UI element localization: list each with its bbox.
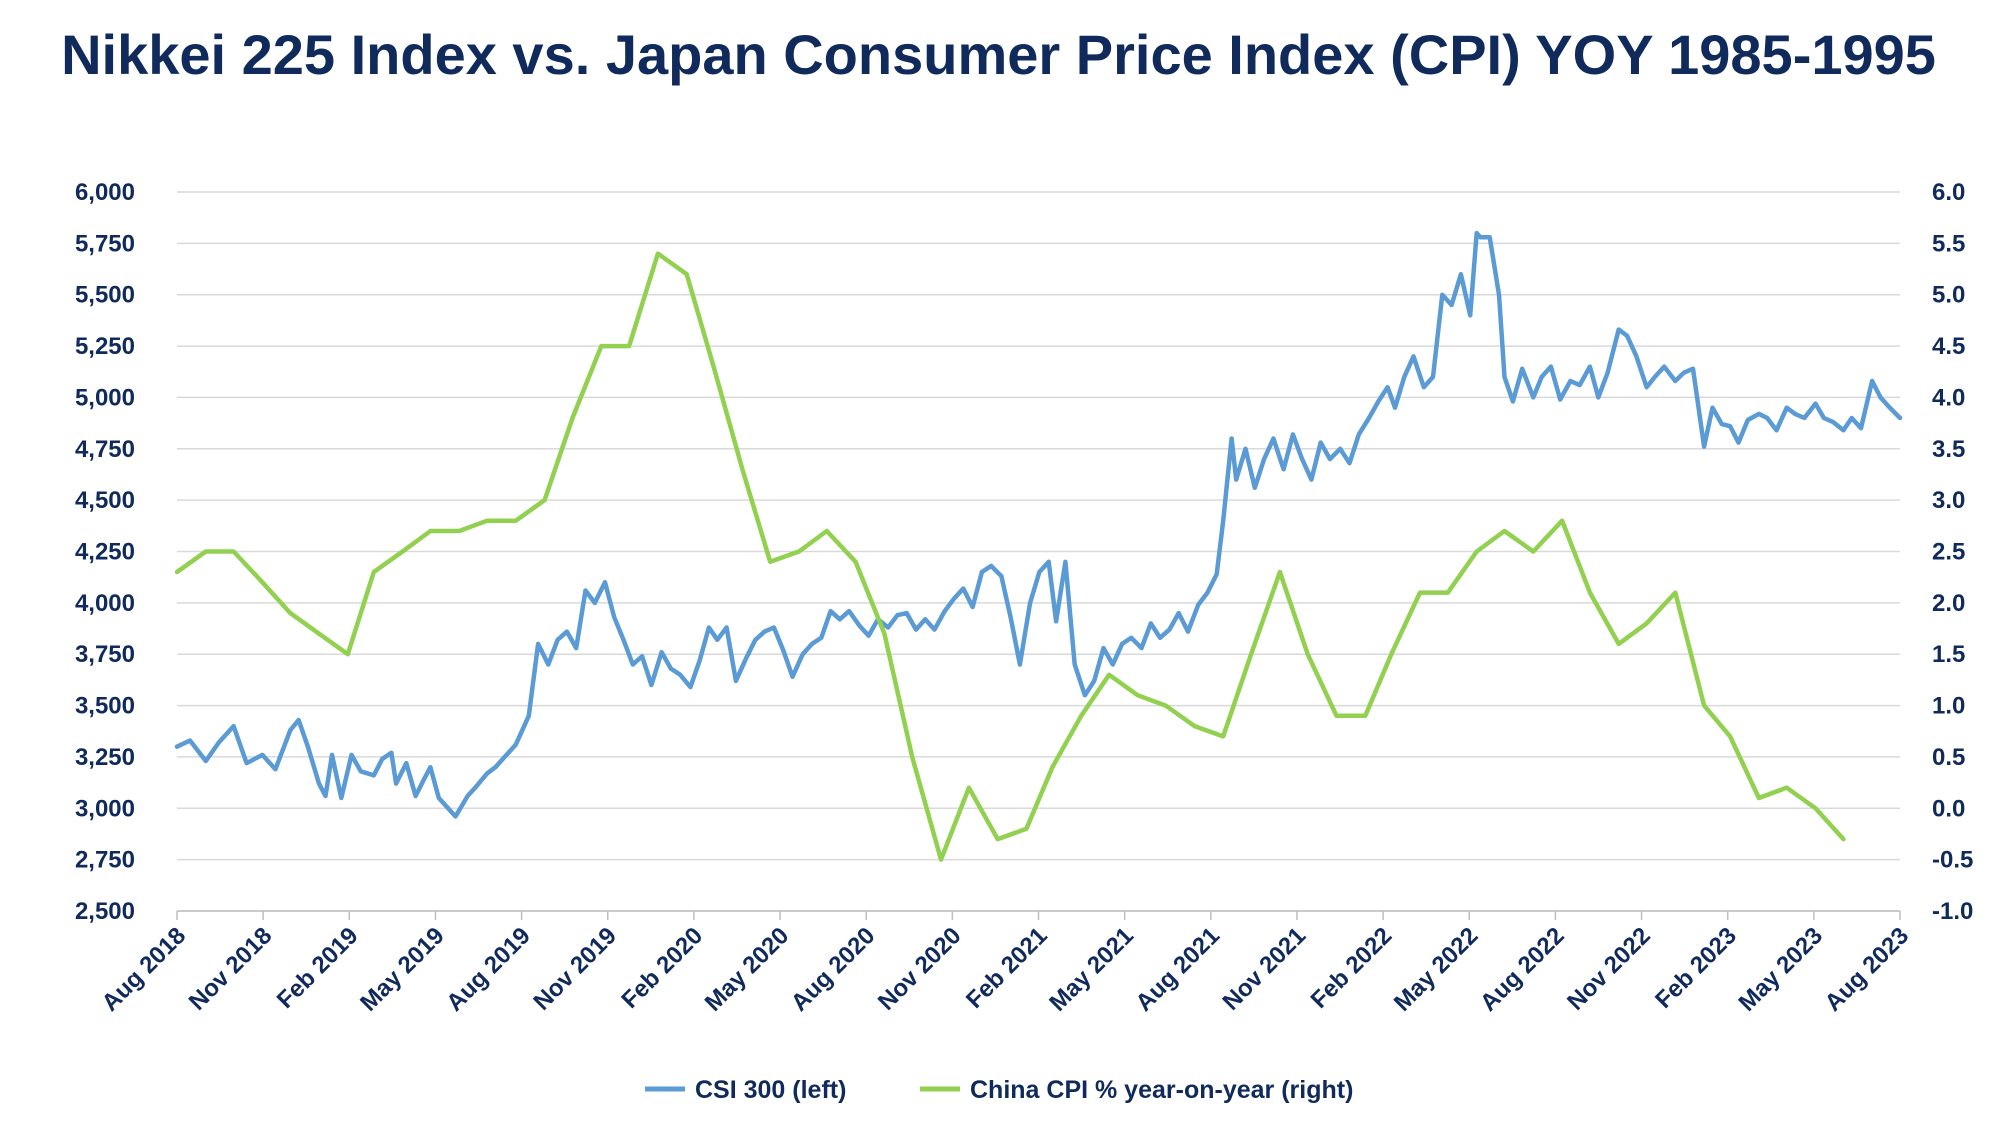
- legend: CSI 300 (left) China CPI % year-on-year (…: [645, 1076, 1353, 1104]
- y-right-tick-label: 6.0: [1932, 179, 1965, 206]
- x-tick-label: Nov 2020: [873, 922, 967, 1016]
- x-tick-label: Aug 2023: [1820, 922, 1915, 1017]
- y-right-tick-label: 1.5: [1932, 641, 1965, 668]
- y-right-tick-label: 4.5: [1932, 333, 1965, 360]
- y-left-tick-label: 3,750: [75, 641, 135, 668]
- y-right-tick-label: 3.5: [1932, 436, 1965, 463]
- x-tick-label: Feb 2020: [616, 922, 708, 1014]
- x-tick-label: Feb 2019: [272, 922, 364, 1014]
- y-left-tick-label: 5,000: [75, 384, 135, 411]
- x-tick-label: May 2021: [1044, 922, 1139, 1017]
- y-right-tick-label: 5.0: [1932, 282, 1965, 309]
- y-left-tick-label: 5,500: [75, 282, 135, 309]
- y-left-tick-label: 5,250: [75, 333, 135, 360]
- y-right-tick-label: 0.0: [1932, 795, 1965, 822]
- series-lines: [174, 230, 1903, 862]
- y-left-tick-label: 3,000: [75, 795, 135, 822]
- y-axis-right: -1.0 -0.5 0.0 0.5 1.0 1.5 2.0 2.5 3.0 3.5 4.0 4.5 5.…: [1932, 179, 1973, 925]
- y-left-tick-label: 4,000: [75, 590, 135, 617]
- legend-label-csi300: CSI 300 (left): [695, 1076, 846, 1104]
- x-tick-label: Nov 2019: [528, 922, 622, 1016]
- y-right-tick-label: -1.0: [1932, 898, 1973, 925]
- y-left-tick-label: 3,250: [75, 744, 135, 771]
- x-tick-label: May 2023: [1734, 922, 1829, 1017]
- y-axis-left: 2,500 2,750 3,000 3,250 3,500 3,750 4,000 4,250…: [75, 179, 135, 925]
- gridlines: [177, 191, 1900, 912]
- y-left-tick-label: 3,500: [75, 693, 135, 720]
- y-right-tick-label: 4.0: [1932, 384, 1965, 411]
- x-tick-label: Nov 2022: [1562, 922, 1656, 1016]
- y-right-tick-label: 0.5: [1932, 744, 1965, 771]
- y-left-tick-label: 4,500: [75, 487, 135, 514]
- y-left-tick-label: 4,750: [75, 436, 135, 463]
- series-line-csi300: [174, 230, 1903, 819]
- y-right-tick-label: 3.0: [1932, 487, 1965, 514]
- y-right-tick-label: 2.5: [1932, 539, 1965, 566]
- x-tick-label: Aug 2018: [97, 922, 192, 1017]
- y-right-tick-label: 1.0: [1932, 693, 1965, 720]
- x-tick-label: Feb 2021: [961, 922, 1053, 1014]
- chart-title: Nikkei 225 Index vs. Japan Consumer Pric…: [61, 23, 1936, 86]
- x-tick-label: Aug 2020: [786, 922, 881, 1017]
- x-tick-label: Feb 2022: [1306, 922, 1398, 1014]
- x-tick-label: Aug 2021: [1130, 922, 1225, 1017]
- y-left-tick-label: 5,750: [75, 230, 135, 257]
- x-tick-label: Feb 2023: [1650, 922, 1742, 1014]
- legend-label-china-cpi: China CPI % year-on-year (right): [970, 1076, 1353, 1104]
- y-left-tick-label: 6,000: [75, 179, 135, 206]
- x-tick-label: Nov 2021: [1218, 922, 1312, 1016]
- y-right-tick-label: 2.0: [1932, 590, 1965, 617]
- x-tick-label: May 2020: [700, 922, 795, 1017]
- y-right-tick-label: -0.5: [1932, 847, 1973, 874]
- x-tick-label: Aug 2022: [1475, 922, 1570, 1017]
- y-left-tick-label: 4,250: [75, 539, 135, 566]
- y-left-tick-label: 2,500: [75, 898, 135, 925]
- x-tick-label: Nov 2018: [184, 922, 278, 1016]
- x-tick-label: May 2022: [1389, 922, 1484, 1017]
- y-right-tick-label: 5.5: [1932, 230, 1965, 257]
- x-tick-label: May 2019: [355, 922, 450, 1017]
- x-tick-label: Aug 2019: [441, 922, 536, 1017]
- series-line-china-cpi: [174, 251, 1846, 862]
- y-left-tick-label: 2,750: [75, 847, 135, 874]
